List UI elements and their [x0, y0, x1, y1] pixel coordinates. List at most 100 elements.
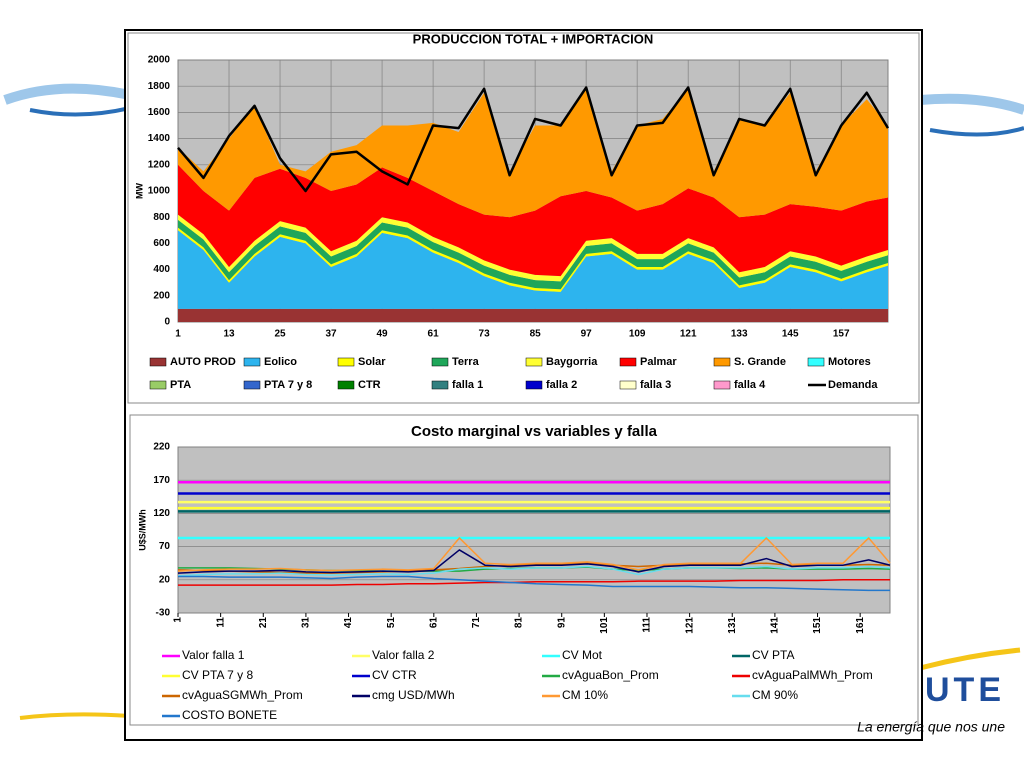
x-tick-label: 25 [274, 329, 286, 340]
charts: PRODUCCION TOTAL + IMPORTACION MW 0 200 400 6… [134, 31, 891, 722]
area [178, 88, 888, 218]
y-tick-label: 1000 [148, 186, 171, 197]
y-tick-label: 70 [159, 541, 171, 552]
legend-label: cmg USD/MWh [372, 688, 455, 702]
legend-label: S. Grande [734, 356, 786, 368]
x-tick-label: 51 [386, 617, 397, 629]
x-tick-label: 97 [581, 329, 593, 340]
y-tick-label: -30 [156, 608, 171, 619]
y-tick-label: 600 [153, 238, 170, 249]
x-tick-label: 41 [343, 617, 354, 629]
legend-label: falla 3 [640, 379, 671, 391]
y-axis-label: U$S/MWh [137, 509, 147, 551]
area [178, 230, 888, 309]
x-tick-label: 145 [782, 329, 799, 340]
x-tick-label: 141 [770, 617, 781, 634]
legend-swatch [431, 380, 449, 390]
x-tick-label: 31 [301, 617, 312, 629]
x-tick-label: 21 [258, 617, 269, 629]
area [178, 164, 888, 277]
x-tick-label: 11 [215, 617, 226, 628]
y-tick-label: 120 [153, 508, 170, 519]
legend-label: PTA 7 y 8 [264, 379, 312, 391]
y-axis-label: MW [134, 183, 144, 199]
x-tick-label: 81 [514, 617, 525, 629]
legend-label: Motores [828, 356, 871, 368]
legend-label: Palmar [640, 356, 677, 368]
y-tick-label: 1800 [148, 81, 171, 92]
legend-label: falla 2 [546, 379, 577, 391]
x-tick-label: 49 [377, 329, 389, 340]
line [177, 86, 890, 193]
legend-label: CV PTA [752, 648, 794, 662]
chart-title: PRODUCCION TOTAL + IMPORTACION [413, 31, 654, 46]
legend-label: Solar [358, 356, 386, 368]
legend-label: PTA [170, 379, 191, 391]
swoosh [19, 712, 131, 720]
legend-label: COSTO BONETE [182, 708, 277, 722]
legend-label: Baygorria [546, 356, 598, 368]
legend-swatch [713, 357, 731, 367]
legend-swatch [713, 380, 731, 390]
swoosh [3, 83, 132, 105]
legend-label: Eolico [264, 356, 297, 368]
x-tick-label: 111 [642, 617, 653, 633]
legend-swatch [525, 357, 543, 367]
legend-label: CM 10% [562, 688, 608, 702]
y-tick-label: 200 [153, 290, 170, 301]
legend-swatch [149, 357, 167, 367]
chart-title: Costo marginal vs variables y falla [411, 423, 658, 440]
legend-label: cvAguaBon_Prom [562, 668, 659, 682]
legend-swatch [619, 357, 637, 367]
x-tick-label: 37 [325, 329, 337, 340]
legend-label: Demanda [828, 379, 878, 391]
swoosh [919, 93, 1024, 115]
line [177, 537, 891, 572]
y-tick-label: 1200 [148, 159, 171, 170]
y-tick-label: 20 [159, 574, 171, 585]
x-tick-label: 61 [428, 329, 440, 340]
swoosh [929, 126, 1024, 137]
x-tick-label: 133 [731, 329, 748, 340]
logo: UTE [925, 671, 1005, 709]
legend-swatch [807, 357, 825, 367]
legend-label: CM 90% [752, 688, 798, 702]
x-tick-label: 1 [175, 329, 181, 340]
legend-label: Valor falla 1 [182, 648, 245, 662]
y-tick-label: 0 [164, 317, 170, 328]
x-tick-label: 131 [727, 617, 738, 634]
legend-label: CV PTA 7 y 8 [182, 668, 253, 682]
x-tick-label: 1 [173, 617, 184, 623]
legend-label: CV CTR [372, 668, 417, 682]
x-tick-label: 85 [530, 329, 542, 340]
legend-label: falla 1 [452, 379, 483, 391]
y-tick-label: 800 [153, 212, 170, 223]
line [177, 565, 891, 577]
swoosh [29, 106, 131, 117]
area [178, 308, 888, 322]
legend-label: Terra [452, 356, 480, 368]
legend-swatch [243, 357, 261, 367]
x-tick-label: 157 [833, 329, 850, 340]
x-tick-label: 73 [479, 329, 491, 340]
y-tick-label: 220 [153, 442, 170, 453]
x-tick-label: 151 [812, 617, 823, 634]
x-tick-label: 91 [556, 617, 567, 629]
x-tick-label: 109 [629, 329, 646, 340]
legend-label: falla 4 [734, 379, 766, 391]
legend-swatch [337, 357, 355, 367]
legend-swatch [431, 357, 449, 367]
x-tick-label: 101 [599, 617, 610, 634]
x-tick-label: 71 [471, 617, 482, 629]
legend-swatch [243, 380, 261, 390]
line [178, 579, 890, 586]
legend-swatch [619, 380, 637, 390]
legend-label: cvAguaPalMWh_Prom [752, 668, 873, 682]
legend-label: Valor falla 2 [372, 648, 435, 662]
legend-label: AUTO PROD [170, 356, 236, 368]
y-tick-label: 1600 [148, 107, 171, 118]
x-tick-label: 61 [428, 617, 439, 629]
legend-swatch [525, 380, 543, 390]
